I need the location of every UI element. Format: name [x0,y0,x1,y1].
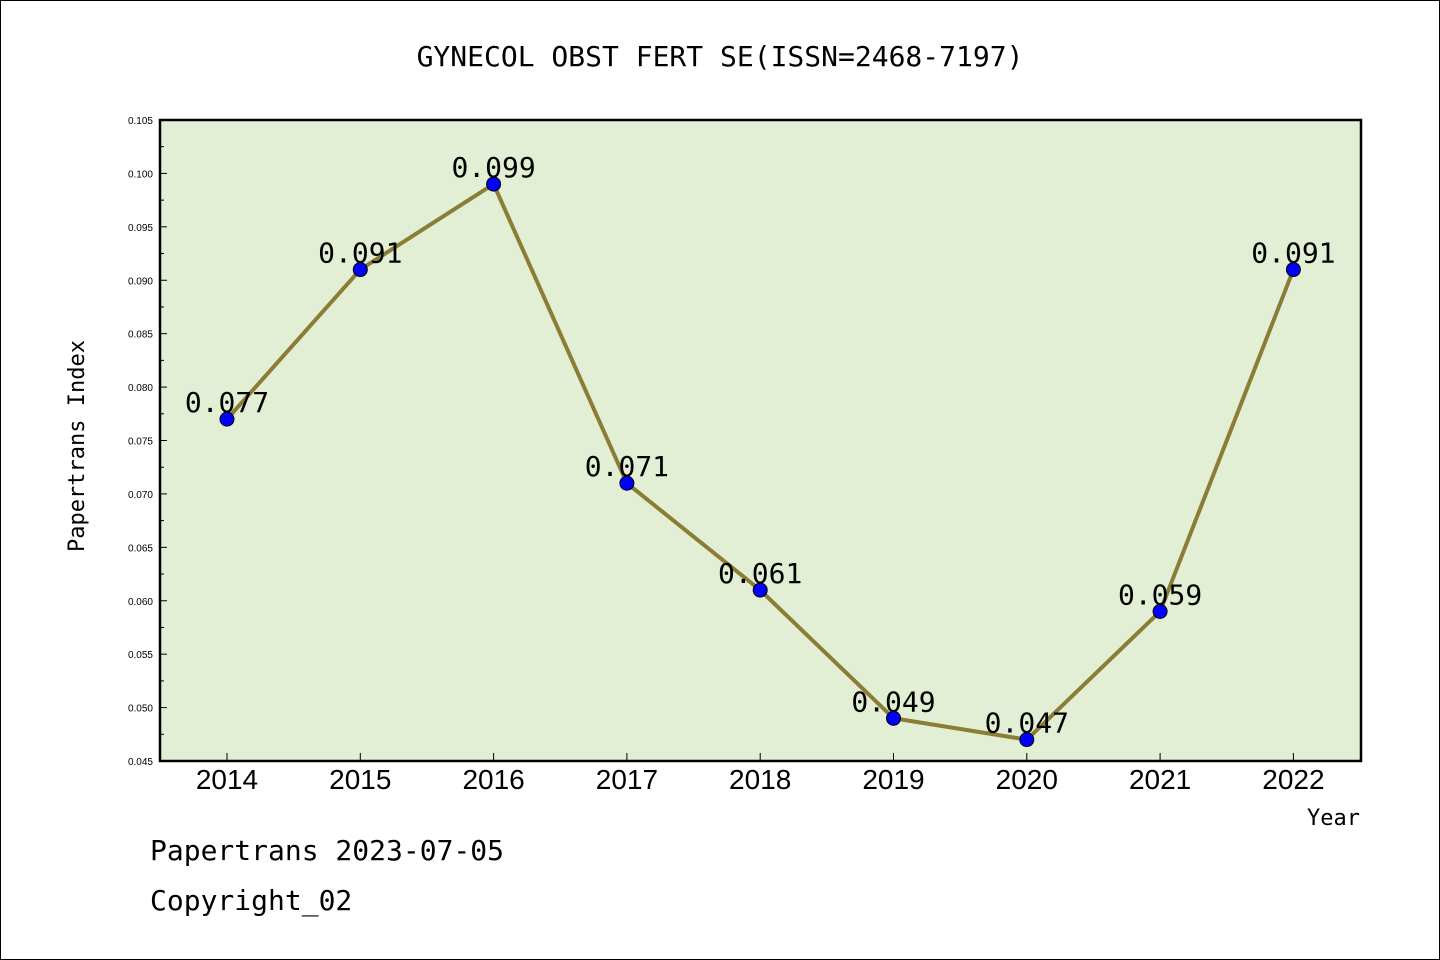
data-label: 0.099 [451,151,535,184]
data-label: 0.071 [585,450,669,483]
x-axis-title: Year [1307,806,1360,831]
x-tick-label: 2017 [596,764,658,795]
data-label: 0.049 [851,685,935,718]
footer-copyright: Copyright_02 [150,884,353,917]
y-tick-label: 0.080 [128,383,153,394]
plot-area [158,118,1363,763]
x-tick-label: 2022 [1262,764,1324,795]
y-tick-label: 0.075 [128,437,153,448]
y-axis: 0.045 0.050 0.055 0.060 0.065 0.070 0.075 0.080… [128,116,167,768]
y-tick-label: 0.070 [128,490,153,501]
data-label: 0.091 [1251,237,1335,270]
y-tick-label: 0.050 [128,704,153,715]
x-tick-label: 2016 [462,764,524,795]
y-tick-label: 0.045 [128,757,153,768]
data-point [619,475,635,491]
x-tick-label: 2014 [196,764,258,795]
data-point [1019,732,1035,748]
y-tick-label: 0.085 [128,330,153,341]
y-tick-label: 0.090 [128,276,153,287]
data-point [486,176,502,192]
x-tick-label: 2020 [996,764,1058,795]
y-tick-label: 0.095 [128,223,153,234]
y-tick-label: 0.105 [128,116,153,127]
data-label: 0.061 [718,557,802,590]
y-tick-label: 0.055 [128,650,153,661]
series [219,176,1301,748]
data-point [352,262,368,278]
x-axis: 2014 2015 2016 2017 2018 2019 2020 2021 2022 [196,753,1325,795]
y-tick-label: 0.065 [128,543,153,554]
data-point [219,411,235,427]
data-point [886,710,901,726]
data-label: 0.091 [318,237,402,270]
data-point [1152,603,1168,619]
y-tick-label: 0.100 [128,169,153,180]
data-labels: 0.077 0.091 0.099 0.071 0.061 0.049 0.047 0.059… [185,151,1336,740]
data-label: 0.047 [985,707,1069,740]
footer-date: Papertrans 2023-07-05 [150,834,505,867]
data-label: 0.077 [185,386,269,419]
data-label: 0.059 [1118,578,1202,611]
x-tick-label: 2021 [1129,764,1191,795]
data-point [1285,262,1301,278]
chart-title: GYNECOL OBST FERT SE(ISSN=2468-7197) [417,40,1024,73]
y-tick-label: 0.060 [128,597,153,608]
y-axis-title: Papertrans Index [65,340,90,552]
x-tick-label: 2019 [862,764,924,795]
data-point [752,582,768,598]
x-tick-label: 2018 [729,764,791,795]
x-tick-label: 2015 [329,764,391,795]
